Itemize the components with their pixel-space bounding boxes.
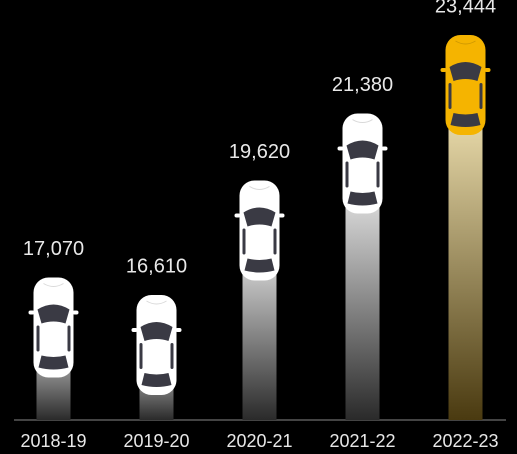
car-icon	[337, 113, 388, 214]
car-body	[445, 35, 486, 135]
car-hood-line	[146, 300, 167, 305]
value-label: 19,620	[229, 141, 290, 163]
value-label: 23,444	[435, 0, 496, 17]
value-label: 21,380	[332, 74, 393, 96]
value-label: 16,610	[126, 255, 187, 277]
car-mirror	[175, 328, 182, 332]
car-side-window	[448, 83, 452, 109]
value-label: 17,070	[23, 238, 84, 260]
car-side-window	[242, 228, 246, 255]
car-windshield	[243, 207, 276, 227]
x-tick-label: 2019-20	[123, 431, 189, 451]
car-mirror	[278, 213, 285, 218]
x-tick-label: 2022-23	[432, 431, 498, 451]
car-side-window	[139, 343, 143, 369]
car-hood-line	[352, 119, 373, 124]
car-body	[136, 295, 177, 395]
car-mirror	[131, 328, 138, 332]
x-tick-label: 2020-21	[226, 431, 292, 451]
car-icon	[234, 180, 285, 281]
car-icon	[28, 277, 79, 378]
car-mirror	[234, 213, 241, 218]
car-rear-window	[244, 258, 275, 273]
car-hood-line	[455, 40, 476, 45]
car-mirror	[484, 68, 491, 72]
car-windshield	[346, 140, 379, 160]
car-windshield	[140, 322, 173, 341]
car-body	[33, 277, 74, 378]
car-rear-window	[38, 355, 69, 370]
car-icon	[440, 35, 491, 135]
car-mirror	[72, 310, 79, 315]
car-hood-line	[249, 186, 270, 190]
car-side-window	[170, 343, 174, 369]
car-side-window	[273, 228, 277, 255]
car-side-window	[36, 325, 40, 352]
car-side-window	[376, 161, 380, 188]
car-side-window	[345, 161, 349, 188]
car-mirror	[381, 146, 388, 151]
car-mirror	[440, 68, 447, 72]
car-icon	[131, 295, 182, 395]
car-mirror	[337, 146, 344, 151]
x-tick-label: 2021-22	[329, 431, 395, 451]
car-hood-line	[43, 283, 64, 287]
car-side-window	[67, 325, 71, 352]
car-side-window	[479, 83, 483, 109]
car-rear-window	[347, 191, 378, 206]
car-body	[342, 113, 383, 214]
car-rear-window	[450, 113, 481, 127]
car-mirror	[28, 310, 35, 315]
x-tick-label: 2018-19	[20, 431, 86, 451]
car-rear-window	[141, 373, 172, 387]
car-windshield	[37, 304, 70, 324]
car-body	[239, 180, 280, 281]
car-windshield	[449, 62, 482, 81]
